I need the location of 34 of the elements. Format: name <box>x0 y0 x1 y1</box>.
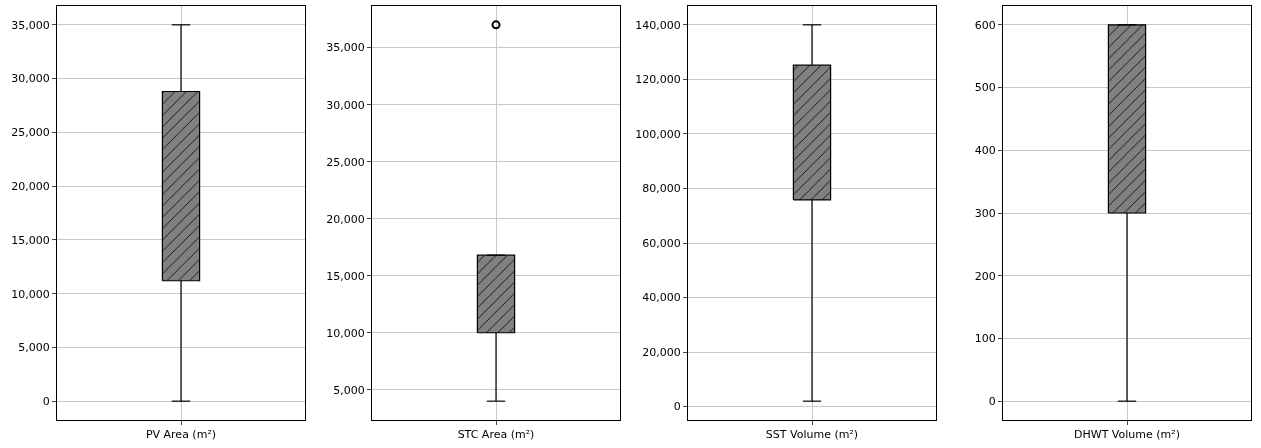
y-tick-label: 5,000 <box>333 383 366 397</box>
y-tick-label: 20,000 <box>11 179 50 193</box>
y-tick-label: 10,000 <box>326 326 366 340</box>
y-tick-label: 0 <box>673 400 681 414</box>
y-tick-label: 20,000 <box>326 212 366 226</box>
y-tick-label: 200 <box>974 269 996 283</box>
y-tick-label: 5,000 <box>18 341 50 355</box>
x-tick-label: DHWT Volume (m²) <box>1073 428 1180 442</box>
y-tick-label: 15,000 <box>326 269 366 283</box>
y-tick-label: 100 <box>974 332 996 346</box>
y-tick-label: 40,000 <box>641 291 681 305</box>
y-tick-label: 100,000 <box>634 127 681 141</box>
y-tick-label: 25,000 <box>11 126 50 140</box>
x-tick-label: PV Area (m²) <box>145 428 217 442</box>
y-tick-label: 80,000 <box>641 182 681 196</box>
y-tick-label: 20,000 <box>641 345 681 359</box>
y-tick-label: 0 <box>988 395 996 409</box>
y-tick-label: 300 <box>974 206 996 220</box>
y-tick-label: 500 <box>974 81 996 95</box>
y-tick-label: 15,000 <box>11 233 50 247</box>
y-tick-label: 0 <box>42 395 50 409</box>
x-tick-label: STC Area (m²) <box>457 428 535 442</box>
y-tick-label: 400 <box>974 144 996 158</box>
y-tick-label: 35,000 <box>11 18 50 32</box>
y-tick-label: 120,000 <box>634 73 681 87</box>
y-tick-label: 35,000 <box>326 41 366 55</box>
y-tick-label: 140,000 <box>634 18 681 32</box>
y-tick-label: 30,000 <box>326 98 366 112</box>
y-tick-label: 25,000 <box>326 155 366 169</box>
y-tick-label: 600 <box>974 18 996 32</box>
y-tick-label: 10,000 <box>11 287 50 301</box>
y-tick-label: 60,000 <box>641 236 681 250</box>
y-tick-label: 30,000 <box>11 72 50 86</box>
x-tick-label: SST Volume (m²) <box>765 428 858 442</box>
